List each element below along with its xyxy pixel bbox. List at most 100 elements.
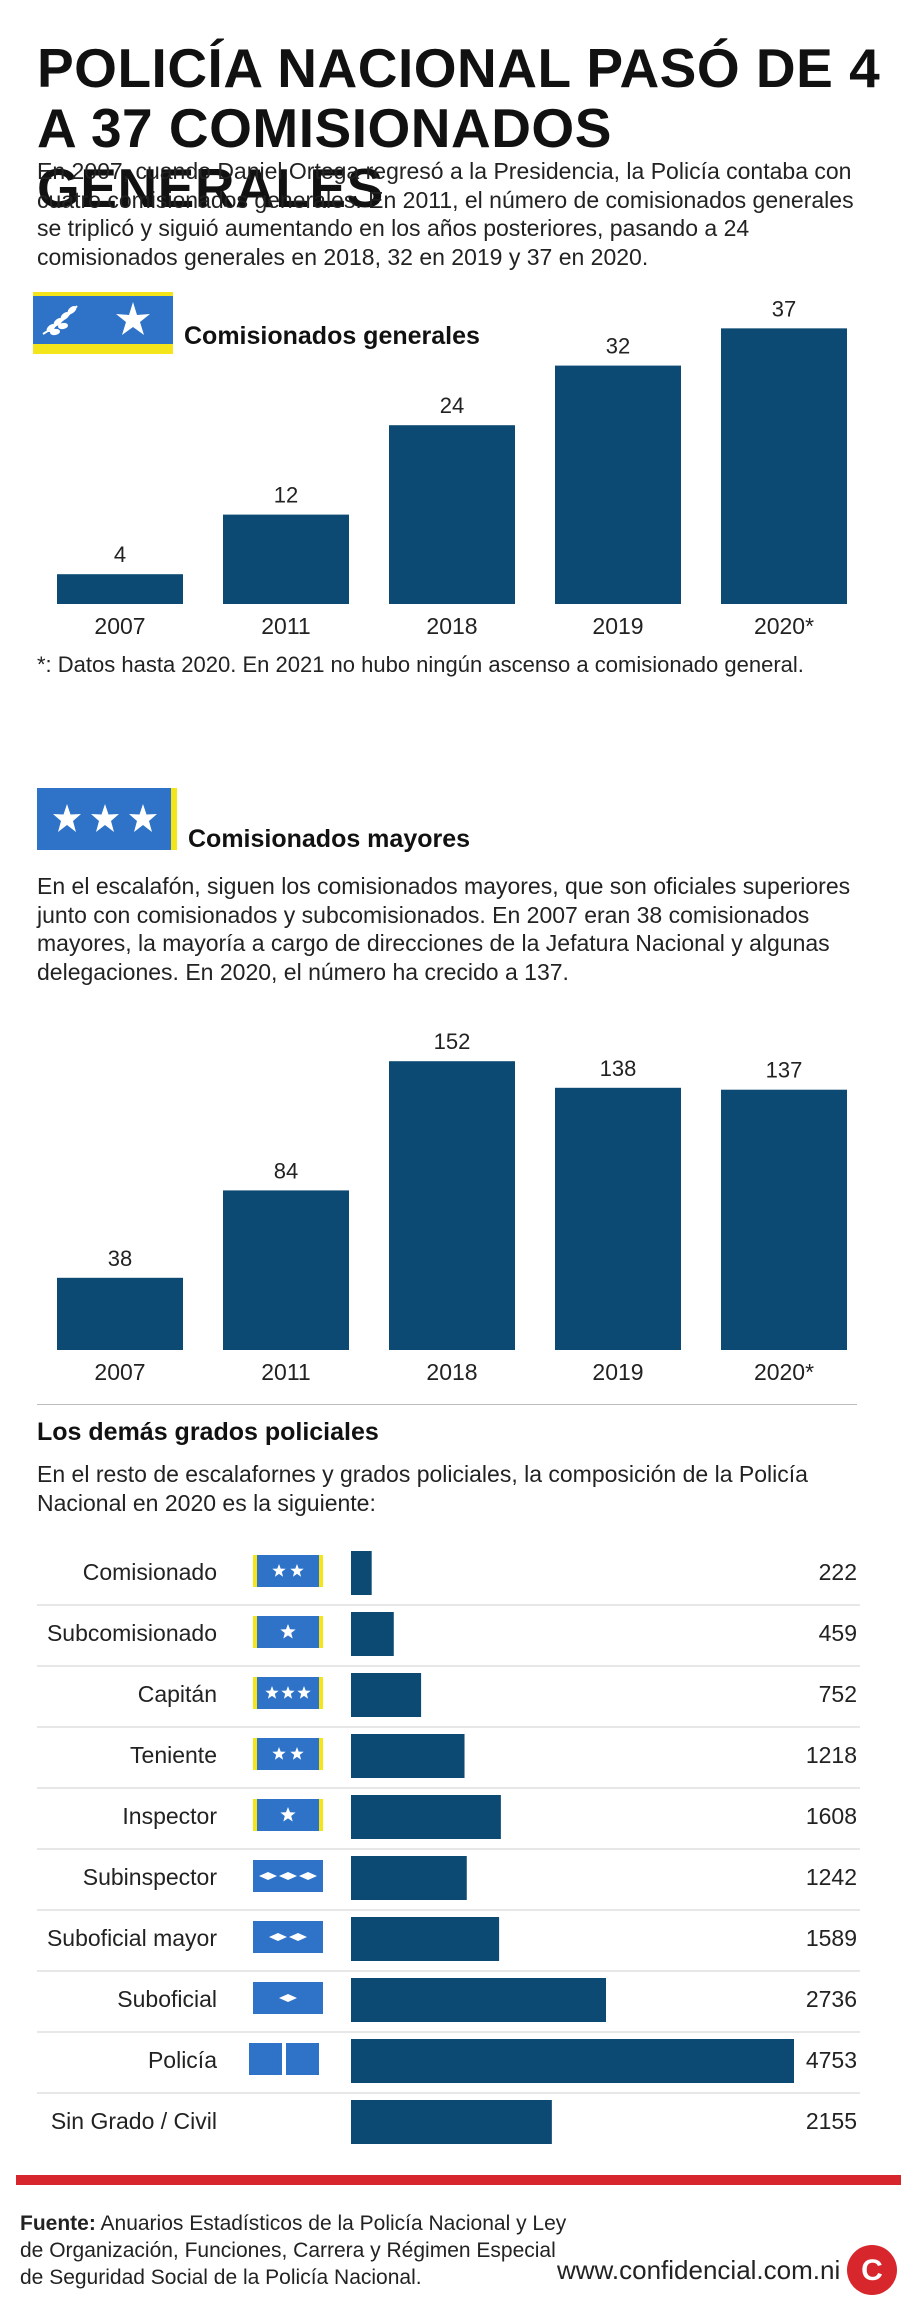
value-label: 37 bbox=[772, 296, 796, 321]
intro-text: En 2007, cuando Daniel Ortega regresó a … bbox=[37, 158, 854, 270]
bar bbox=[351, 1551, 372, 1595]
star-icon bbox=[290, 1564, 304, 1577]
bar bbox=[351, 2039, 794, 2083]
rank-label: Teniente bbox=[130, 1742, 217, 1768]
value-label: 2155 bbox=[806, 2108, 857, 2134]
diamond-icon bbox=[289, 1933, 307, 1941]
value-label: 222 bbox=[819, 1559, 857, 1585]
bar bbox=[57, 1277, 183, 1350]
bar bbox=[351, 1734, 465, 1778]
star-icon bbox=[116, 302, 150, 335]
value-label: 1242 bbox=[806, 1864, 857, 1890]
section1-title: Comisionados generales bbox=[184, 322, 480, 350]
category-label: 2018 bbox=[426, 613, 477, 639]
value-label: 4 bbox=[114, 542, 126, 567]
bar bbox=[351, 1673, 422, 1717]
category-label: 2020* bbox=[754, 1359, 814, 1385]
rank-insignia bbox=[253, 1738, 323, 1770]
bar bbox=[389, 1061, 515, 1350]
rank-insignia bbox=[253, 1860, 323, 1892]
title-line-1: Policía Nacional pasó de 4 bbox=[37, 37, 881, 99]
bar bbox=[555, 365, 681, 604]
value-label: 752 bbox=[819, 1681, 857, 1707]
value-label: 1218 bbox=[806, 1742, 857, 1768]
value-label: 32 bbox=[606, 334, 630, 359]
value-label: 1608 bbox=[806, 1803, 857, 1829]
bar bbox=[351, 1612, 394, 1656]
section3-intro: En el resto de escalafornes y grados pol… bbox=[37, 1461, 808, 1516]
chart-comisionados-generales: 4 2007 12 2011 24 2018 32 2019 37 2020* bbox=[37, 296, 867, 639]
bar bbox=[351, 2100, 552, 2144]
comisionado-mayor-insignia bbox=[37, 788, 177, 850]
svg-text:C: C bbox=[861, 2254, 883, 2287]
rank-label: Sin Grado / Civil bbox=[51, 2108, 217, 2134]
star-icon bbox=[91, 804, 119, 832]
title-line-2: a 37 comisionados generales bbox=[37, 97, 612, 219]
bar bbox=[351, 1978, 607, 2022]
rank-label: Policía bbox=[148, 2047, 217, 2073]
category-label: 2007 bbox=[94, 1359, 145, 1385]
bar bbox=[57, 574, 183, 604]
laurel-icon bbox=[42, 305, 78, 336]
category-label: 2018 bbox=[426, 1359, 477, 1385]
star-icon bbox=[272, 1564, 286, 1577]
category-label: 2011 bbox=[261, 1359, 310, 1385]
star-icon bbox=[281, 1686, 295, 1699]
bar bbox=[389, 425, 515, 604]
rank-label: Suboficial mayor bbox=[47, 1925, 217, 1951]
category-label: 2020* bbox=[754, 613, 814, 639]
value-label: 4753 bbox=[806, 2047, 857, 2073]
rank-label: Subinspector bbox=[83, 1864, 218, 1890]
category-label: 2011 bbox=[261, 613, 310, 639]
source-note: Fuente: Anuarios Estadísticos de la Poli… bbox=[20, 2210, 580, 2291]
divider bbox=[37, 1404, 857, 1405]
rank-label: Inspector bbox=[122, 1803, 217, 1829]
diamond-icon bbox=[269, 1933, 287, 1941]
bar bbox=[223, 1190, 349, 1350]
comisionado-general-insignia bbox=[33, 292, 173, 354]
bar bbox=[721, 328, 847, 604]
chart-comisionados-mayores: 38 2007 84 2011 152 2018 138 2019 137 2020* bbox=[37, 1029, 867, 1385]
rank-insignia bbox=[253, 1921, 323, 1953]
category-label: 2019 bbox=[592, 613, 643, 639]
bar bbox=[351, 1795, 501, 1839]
value-label: 138 bbox=[600, 1056, 637, 1081]
value-label: 12 bbox=[274, 483, 298, 508]
bar bbox=[555, 1087, 681, 1350]
category-label: 2007 bbox=[94, 613, 145, 639]
bar bbox=[351, 1856, 467, 1900]
value-label: 152 bbox=[434, 1029, 471, 1054]
section3-title: Los demás grados policiales bbox=[37, 1418, 379, 1446]
rank-label: Suboficial bbox=[117, 1986, 217, 2012]
red-rule bbox=[16, 2175, 901, 2185]
value-label: 1589 bbox=[806, 1925, 857, 1951]
rank-insignia bbox=[253, 1799, 323, 1831]
value-label: 24 bbox=[440, 393, 464, 418]
star-icon bbox=[53, 804, 81, 832]
value-label: 2736 bbox=[806, 1986, 857, 2012]
diamond-icon bbox=[259, 1872, 277, 1880]
star-icon bbox=[265, 1686, 279, 1699]
rank-label: Comisionado bbox=[83, 1559, 217, 1585]
source-label: Fuente: bbox=[20, 2212, 96, 2235]
value-label: 459 bbox=[819, 1620, 857, 1646]
value-label: 38 bbox=[108, 1246, 132, 1271]
star-icon bbox=[129, 804, 157, 832]
section2-intro: En el escalafón, siguen los comisionados… bbox=[37, 873, 851, 985]
rank-label: Subcomisionado bbox=[47, 1620, 217, 1646]
bar bbox=[721, 1089, 847, 1350]
rank-insignia bbox=[253, 1677, 323, 1709]
confidencial-logo-icon[interactable]: C bbox=[846, 2244, 898, 2296]
star-icon bbox=[280, 1624, 296, 1639]
source-text: Anuarios Estadísticos de la Policía Naci… bbox=[20, 2212, 567, 2289]
section2-title: Comisionados mayores bbox=[188, 825, 471, 853]
value-label: 84 bbox=[274, 1158, 298, 1183]
diamond-icon bbox=[299, 1872, 317, 1880]
category-label: 2019 bbox=[592, 1359, 643, 1385]
star-icon bbox=[297, 1686, 311, 1699]
site-url[interactable]: www.confidencial.com.ni bbox=[557, 2255, 841, 2285]
page-title: Policía Nacional pasó de 4 a 37 comision… bbox=[37, 38, 897, 218]
section1-footnote: *: Datos hasta 2020. En 2021 no hubo nin… bbox=[37, 652, 804, 677]
chart-demas-grados: Comisionado 222 Subcomisionado 459 Capitán 75… bbox=[37, 1551, 860, 2144]
star-icon bbox=[272, 1747, 286, 1760]
